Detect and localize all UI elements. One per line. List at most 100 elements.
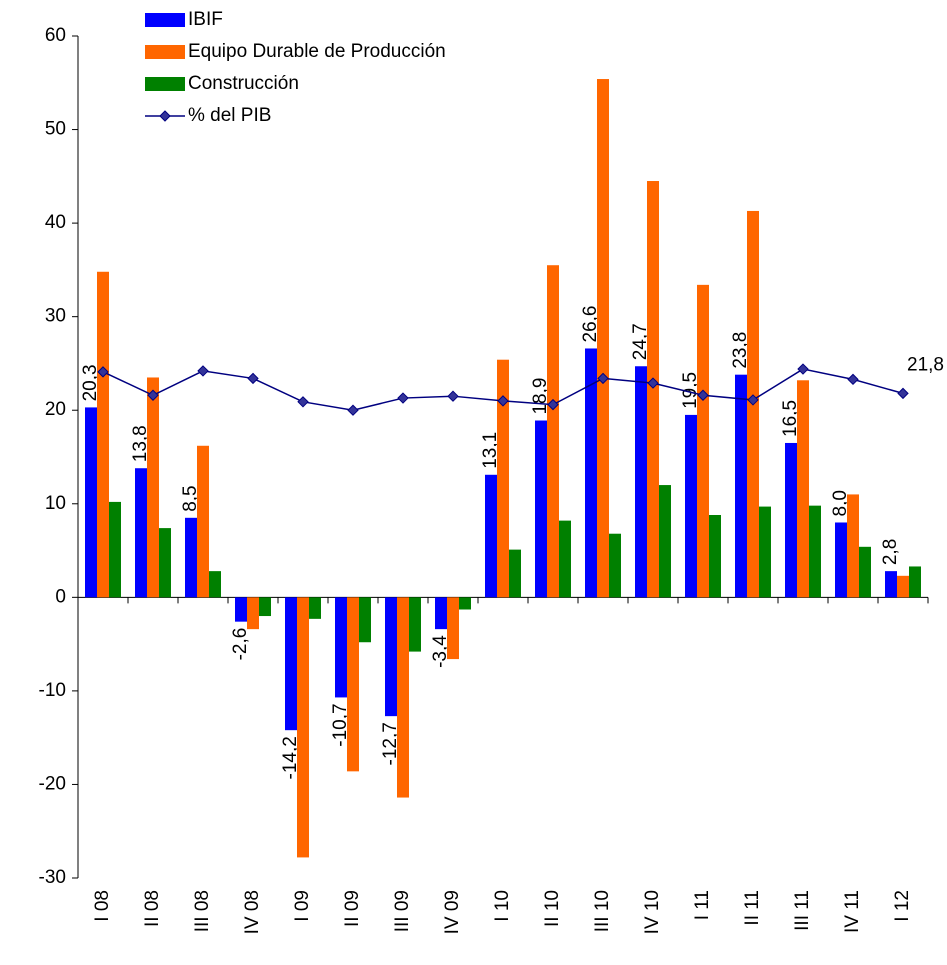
marker bbox=[647, 377, 659, 389]
bar bbox=[509, 549, 521, 598]
legend-swatch bbox=[145, 13, 185, 27]
bar bbox=[259, 597, 271, 617]
y-tick-label: 40 bbox=[45, 212, 66, 233]
x-tick-label: II 08 bbox=[142, 890, 163, 927]
marker bbox=[547, 398, 559, 411]
data-label: 26,6 bbox=[580, 305, 601, 342]
bar bbox=[635, 366, 647, 598]
marker bbox=[697, 389, 709, 401]
x-tick-label: I 10 bbox=[492, 890, 513, 922]
x-tick-label: IV 10 bbox=[642, 890, 663, 934]
bar bbox=[409, 597, 421, 652]
y-tick-label: 10 bbox=[45, 493, 66, 514]
bar bbox=[759, 506, 771, 598]
data-label: 16,5 bbox=[780, 400, 801, 437]
data-label: -14,2 bbox=[280, 736, 301, 779]
bar bbox=[197, 445, 209, 598]
marker bbox=[397, 392, 409, 404]
x-tick-label: IV 09 bbox=[442, 890, 463, 934]
marker bbox=[747, 394, 759, 406]
bar bbox=[359, 597, 371, 643]
bar bbox=[735, 374, 747, 598]
marker bbox=[97, 366, 109, 378]
x-tick-label: I 08 bbox=[92, 890, 113, 922]
bar bbox=[85, 407, 97, 598]
marker bbox=[497, 395, 509, 407]
bar bbox=[447, 597, 459, 660]
x-tick-label: I 12 bbox=[892, 890, 913, 922]
data-label: -10,7 bbox=[330, 703, 351, 746]
marker bbox=[247, 372, 259, 385]
x-tick-label: III 09 bbox=[392, 890, 413, 932]
legend-label: IBIF bbox=[188, 9, 223, 30]
x-tick-label: I 11 bbox=[692, 890, 713, 920]
marker bbox=[297, 396, 309, 408]
bar bbox=[885, 571, 897, 598]
x-tick-label: III 08 bbox=[192, 890, 213, 932]
bar bbox=[335, 597, 347, 698]
marker bbox=[847, 373, 859, 386]
bar bbox=[797, 380, 809, 598]
bar bbox=[535, 420, 547, 598]
y-tick-label: 60 bbox=[45, 25, 66, 46]
bar bbox=[897, 575, 909, 598]
data-label: 8,5 bbox=[180, 485, 201, 511]
x-tick-label: II 09 bbox=[342, 890, 363, 927]
bar bbox=[585, 348, 597, 598]
data-label: 18,9 bbox=[530, 378, 551, 415]
bar bbox=[485, 474, 497, 598]
bar bbox=[147, 377, 159, 598]
x-tick-label: III 10 bbox=[592, 890, 613, 932]
bar bbox=[135, 468, 147, 598]
bar bbox=[597, 79, 609, 598]
y-tick-label: -30 bbox=[39, 867, 66, 888]
bar bbox=[647, 181, 659, 598]
bar bbox=[385, 597, 397, 717]
data-label: 13,8 bbox=[130, 425, 151, 462]
data-label: 20,3 bbox=[80, 364, 101, 401]
bar bbox=[459, 597, 471, 610]
bar bbox=[659, 485, 671, 598]
y-tick-label: 0 bbox=[55, 586, 66, 607]
bar bbox=[685, 414, 697, 598]
legend-marker bbox=[159, 110, 171, 122]
y-tick-label: 50 bbox=[45, 119, 66, 140]
bar bbox=[497, 359, 509, 598]
x-tick-label: III 11 bbox=[792, 890, 813, 931]
data-label: 21,8 bbox=[907, 354, 944, 375]
y-tick-label: 30 bbox=[45, 306, 66, 327]
bar bbox=[697, 284, 709, 598]
marker bbox=[447, 390, 459, 402]
bar bbox=[297, 597, 309, 858]
data-label: 13,1 bbox=[480, 432, 501, 469]
bar bbox=[909, 566, 921, 598]
bar bbox=[309, 597, 321, 619]
x-tick-label: II 11 bbox=[742, 890, 763, 926]
data-label: -12,7 bbox=[380, 722, 401, 765]
y-tick-label: -20 bbox=[39, 773, 66, 794]
y-tick-label: 20 bbox=[45, 399, 66, 420]
bar bbox=[435, 597, 447, 630]
bar bbox=[709, 515, 721, 598]
x-tick-label: IV 08 bbox=[242, 890, 263, 934]
x-tick-label: I 09 bbox=[292, 890, 313, 922]
marker bbox=[197, 365, 209, 377]
bar bbox=[859, 546, 871, 598]
bar bbox=[547, 265, 559, 598]
legend-swatch bbox=[145, 45, 185, 59]
data-label: 19,5 bbox=[680, 372, 701, 409]
bar bbox=[97, 271, 109, 598]
bar bbox=[559, 520, 571, 598]
marker bbox=[897, 387, 909, 400]
x-tick-label: IV 11 bbox=[842, 890, 863, 933]
marker bbox=[597, 372, 609, 385]
bar bbox=[159, 528, 171, 598]
bar bbox=[247, 597, 259, 630]
bar bbox=[285, 597, 297, 731]
legend-label: % del PIB bbox=[188, 105, 271, 126]
bar bbox=[847, 494, 859, 598]
bar bbox=[809, 505, 821, 598]
bar bbox=[835, 522, 847, 598]
y-tick-label: -10 bbox=[39, 680, 66, 701]
marker bbox=[147, 389, 159, 401]
